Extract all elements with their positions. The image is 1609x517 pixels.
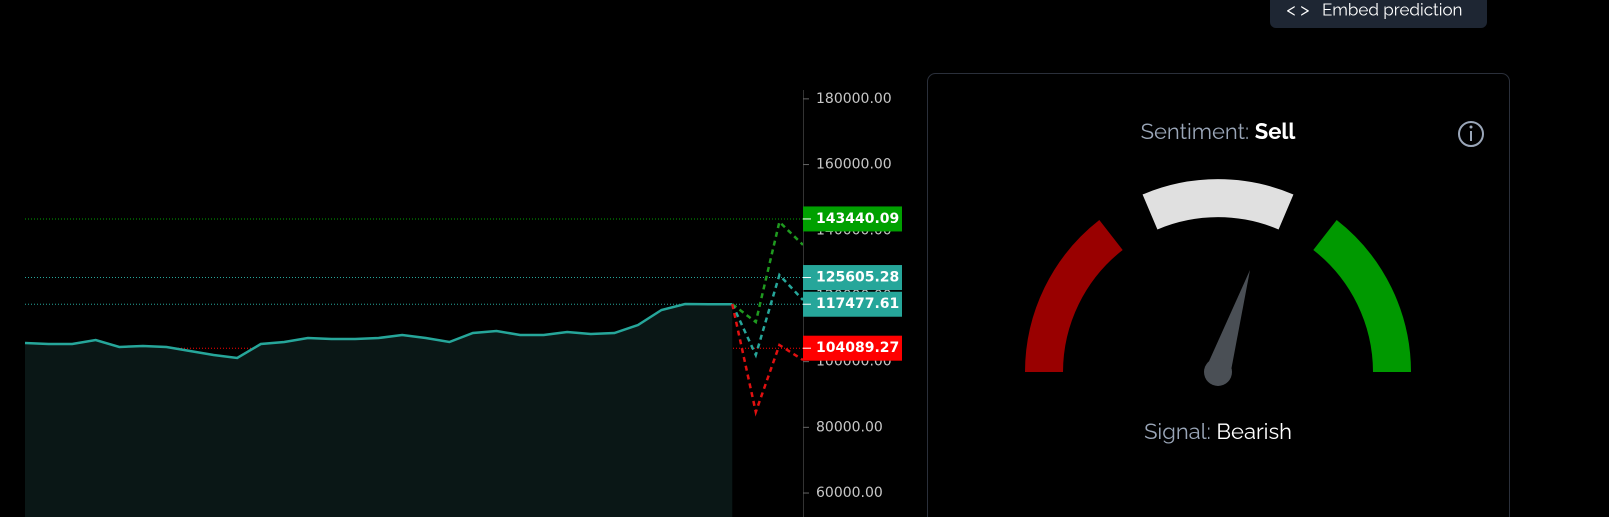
y-tick-label: 80000.00 — [816, 419, 883, 435]
embed-label: Embed prediction — [1322, 0, 1462, 19]
forecast-line — [731, 303, 804, 417]
price-tag-label: 117477.61 — [816, 296, 899, 312]
gauge-needle — [1206, 270, 1250, 376]
embed-button-bg — [1270, 0, 1487, 28]
info-icon-dot — [1469, 125, 1473, 129]
price-tag-label: 104089.27 — [816, 340, 899, 356]
sentiment-title: Sentiment: Sell — [1141, 119, 1297, 145]
gauge-neutral — [1142, 179, 1294, 230]
y-tick-label: 180000.00 — [816, 91, 892, 107]
gauge-sell — [1025, 220, 1124, 373]
price-tag-label: 143440.09 — [816, 211, 899, 227]
price-area — [25, 304, 733, 517]
forecast-line — [731, 219, 804, 325]
sentiment-panel: Sentiment: Sell Signal: Bearish — [927, 73, 1510, 517]
sentiment-value: Sell — [1255, 119, 1297, 145]
price-line — [24, 302, 733, 360]
info-icon[interactable] — [1458, 121, 1484, 147]
signal-title: Signal: Bearish — [1144, 419, 1292, 445]
panel-border — [927, 73, 1510, 517]
price-tag — [803, 265, 902, 291]
embed-button[interactable]: < > Embed prediction — [1270, 0, 1487, 28]
forecast-line — [731, 272, 804, 359]
price-tag — [803, 335, 902, 361]
y-tick-label: 160000.00 — [816, 157, 892, 173]
embed-icon: < > — [1287, 0, 1310, 21]
price-tag — [803, 206, 902, 232]
price-tag-label: 125605.28 — [816, 270, 899, 286]
signal-value: Bearish — [1216, 419, 1292, 445]
signal-label: Signal: — [1144, 419, 1211, 445]
chart: 180000.00160000.00140000.00120000.001000… — [24, 90, 902, 517]
gauge-buy — [1312, 220, 1411, 373]
y-tick-label: 60000.00 — [816, 485, 883, 501]
price-tag — [803, 291, 902, 317]
sentiment-label: Sentiment: — [1141, 119, 1250, 145]
gauge-hub — [1204, 358, 1232, 386]
